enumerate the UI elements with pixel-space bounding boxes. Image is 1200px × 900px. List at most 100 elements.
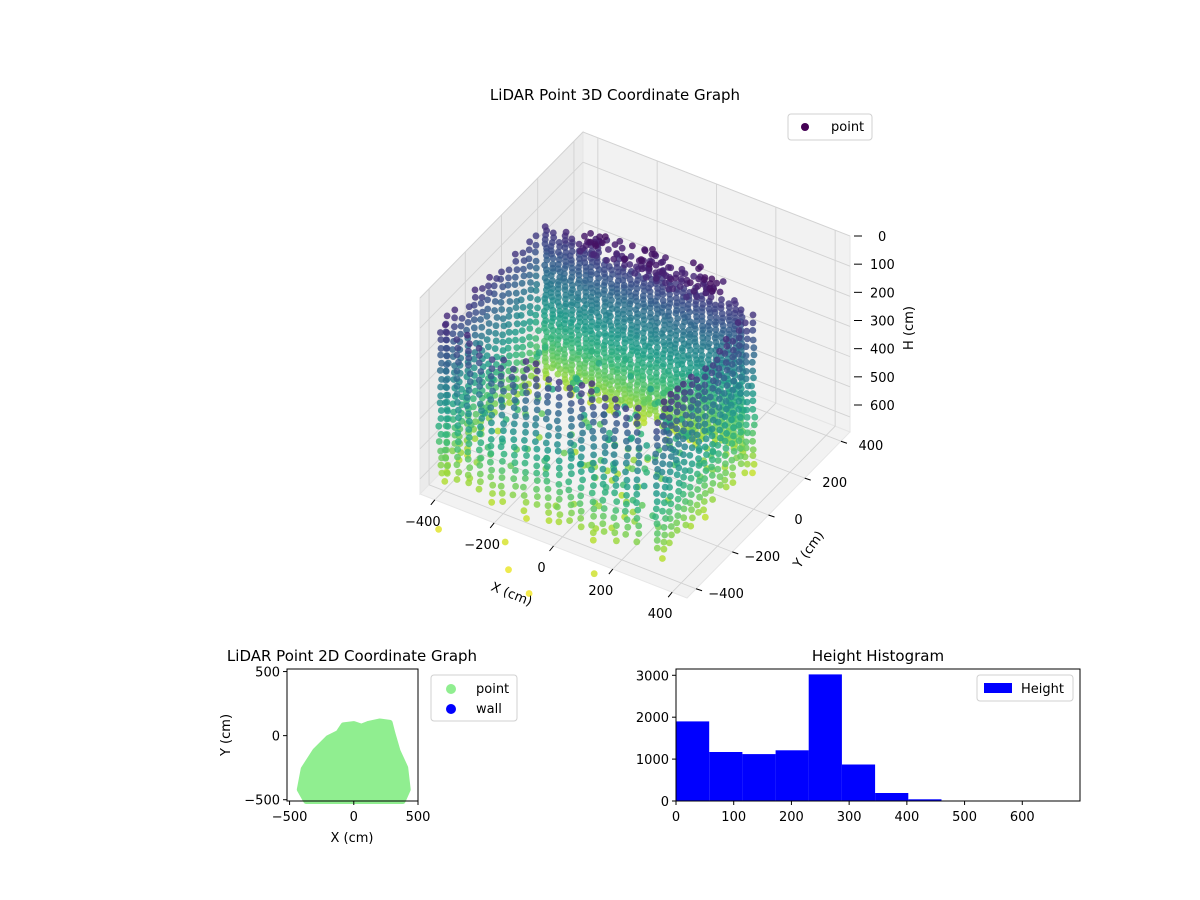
lidar-point-3d: [709, 377, 717, 385]
lidar-point-3d: [555, 239, 563, 246]
lidar-point-3d: [665, 308, 673, 316]
lidar-point-3d: [465, 479, 473, 487]
lidar-point-3d: [683, 293, 690, 301]
lidar-point-3d: [573, 375, 581, 383]
lidar-point-3d: [535, 327, 542, 334]
lidar-point-3d: [673, 519, 681, 527]
lidar-point-3d: [555, 481, 563, 488]
lidar-point-3d: [554, 385, 562, 392]
lidar-point-3d: [505, 337, 513, 345]
lidar-point-3d: [701, 482, 708, 489]
lidar-point-3d: [751, 413, 759, 421]
lidar-point-3d: [542, 354, 549, 362]
lidar-point-3d: [500, 356, 508, 364]
lidar-point-3d: [453, 390, 461, 398]
lidar-point-3d: [532, 232, 540, 240]
y-tick-label: 3000: [636, 669, 669, 684]
lidar-point-3d: [681, 270, 689, 278]
lidar-point-3d: [699, 322, 706, 330]
lidar-point-3d: [613, 281, 621, 289]
lidar-point-3d: [451, 306, 459, 314]
lidar-point-3d: [661, 421, 668, 429]
lidar-point-3d: [694, 470, 701, 478]
lidar-point-3d: [443, 329, 451, 337]
lidar-point-3d: [520, 257, 528, 264]
x-tick-label: 0: [350, 810, 358, 825]
lidar-point-3d: [499, 458, 506, 465]
lidar-point-3d: [453, 351, 461, 359]
lidar-point-3d: [453, 336, 461, 343]
lidar-point-3d: [614, 353, 622, 361]
lidar-point-3d: [577, 398, 585, 406]
lidar-point-3d: [579, 429, 586, 437]
lidar-point-3d: [556, 511, 564, 518]
lidar-point-3d: [652, 261, 660, 269]
lidar-point-3d: [721, 422, 729, 429]
lidar-point-3d: [566, 391, 574, 399]
lidar-point-3d: [545, 517, 553, 524]
lidar-point-3d: [541, 223, 549, 231]
lidar-point-3d: [743, 460, 751, 468]
lidar-point-3d: [588, 388, 595, 395]
lidar-point-3d: [464, 448, 472, 456]
lidar-point-3d: [526, 349, 534, 357]
lidar-point-3d: [621, 255, 628, 263]
lidar-point-3d: [547, 322, 555, 330]
lidar-point-3d: [589, 498, 597, 506]
lidar-point-3d: [556, 332, 563, 340]
lidar-point-3d: [491, 298, 499, 305]
lidar-point-3d: [749, 367, 757, 375]
lidar-point-3d: [685, 338, 693, 346]
lidar-point-3d: [672, 448, 680, 456]
lidar-point-3d: [569, 299, 576, 306]
lidar-point-3d: [465, 440, 473, 448]
lidar-point-3d: [743, 414, 751, 421]
lidar-point-3d: [743, 335, 751, 343]
histogram-legend-swatch: [984, 683, 1012, 693]
lidar-point-3d: [672, 349, 680, 356]
lidar-point-3d: [654, 466, 661, 473]
lidar-point-3d: [512, 289, 520, 297]
lidar-point-3d: [627, 297, 634, 305]
lidar-point-3d: [623, 500, 630, 508]
lidar-point-3d: [532, 335, 540, 342]
lidar-point-3d: [632, 306, 640, 313]
lidar-point-3d: [610, 435, 618, 443]
lidar-point-3d: [735, 350, 742, 358]
lidar-point-3d: [541, 240, 549, 248]
lidar-point-3d: [533, 281, 541, 288]
lidar-point-3d: [444, 391, 451, 399]
lidar-point-3d: [662, 515, 669, 522]
lidar-point-3d: [667, 275, 675, 283]
lidar-point-3d: [750, 351, 758, 359]
lidar-point-3d: [735, 327, 743, 334]
lidar-point-3d: [582, 323, 589, 330]
lidar-point-3d: [720, 326, 727, 334]
lidar-point-3d: [568, 273, 576, 281]
lidar-point-3d: [526, 271, 533, 279]
y-tick-label: 400: [859, 439, 884, 454]
lidar-point-3d: [601, 279, 609, 286]
lidar-point-3d: [667, 422, 675, 429]
lidar-point-3d: [653, 544, 661, 552]
grid-back-z: [582, 222, 851, 327]
lidar-point-3d: [611, 442, 619, 450]
lidar-point-3d: [560, 449, 568, 457]
lidar-point-3d: [455, 358, 462, 366]
lidar-point-3d: [690, 272, 698, 280]
lidar-point-3d: [471, 435, 479, 442]
lidar-point-3d: [509, 491, 517, 499]
lidar-point-3d: [454, 422, 462, 429]
lidar-point-3d: [735, 421, 743, 429]
lidar-point-3d: [709, 480, 717, 487]
lidar-point-3d: [702, 365, 709, 372]
lidar-point-3d: [443, 312, 451, 320]
lidar-point-3d: [687, 420, 694, 428]
lidar-point-3d: [646, 368, 653, 376]
lidar-point-3d: [532, 382, 540, 390]
lidar-point-3d: [694, 415, 702, 423]
histogram-legend-label: Height: [1021, 682, 1064, 697]
lidar-point-3d: [562, 258, 570, 266]
lidar-point-3d: [555, 394, 563, 401]
lidar-point-3d: [486, 273, 493, 281]
